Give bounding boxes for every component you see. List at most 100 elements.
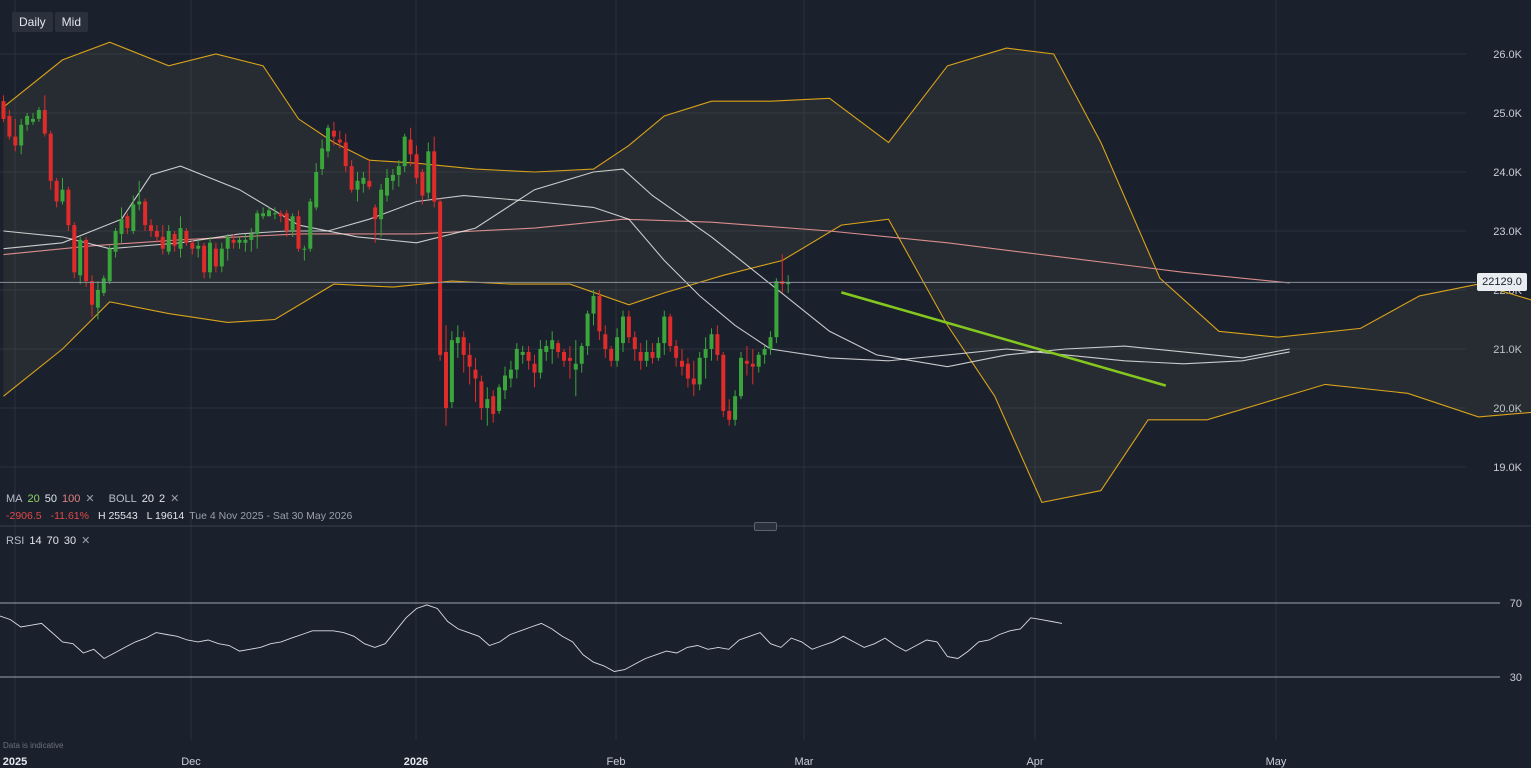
price-type-button[interactable]: Mid — [54, 12, 89, 32]
candle-body — [508, 369, 513, 379]
candle-body — [373, 207, 378, 220]
candle-body — [485, 399, 490, 408]
candle-body — [514, 349, 519, 370]
candle-body — [54, 180, 59, 202]
candle-body — [337, 139, 342, 143]
x-tick-label: Mar — [795, 756, 814, 768]
candle-body — [550, 340, 555, 349]
candle-body — [744, 360, 749, 364]
candle-body — [632, 337, 637, 349]
candle-body — [621, 316, 625, 344]
close-rsi-icon[interactable]: ✕ — [81, 535, 91, 547]
candle-body — [184, 231, 189, 243]
candle-body — [762, 349, 767, 355]
candle-body — [609, 349, 614, 361]
boll-period[interactable]: 20 — [141, 493, 155, 505]
candle-body — [567, 357, 572, 361]
candle-body — [107, 248, 112, 282]
high-value: H 25543 — [97, 510, 138, 522]
candle-body — [284, 213, 289, 231]
close-boll-icon[interactable]: ✕ — [170, 493, 180, 505]
candle-body — [261, 213, 266, 217]
candle-body — [249, 233, 254, 240]
rsi-line — [0, 604, 1063, 672]
candle-body — [491, 396, 496, 414]
candle-body — [7, 115, 12, 137]
rsi-upper[interactable]: 70 — [46, 535, 59, 547]
candle-body — [786, 282, 791, 285]
candle-body — [143, 201, 148, 226]
candle-body — [326, 127, 330, 152]
y-tick-label: 23.0K — [1493, 226, 1522, 238]
candle-body — [680, 360, 684, 367]
candle-body — [396, 166, 401, 175]
candle-body — [703, 349, 708, 358]
data-indicative-note: Data is indicative — [3, 741, 64, 750]
rsi-legend: RSI 14 70 30 ✕ — [6, 534, 95, 547]
candle-body — [202, 245, 207, 273]
candle-body — [72, 225, 77, 273]
candle-body — [709, 334, 714, 349]
candle-body — [644, 351, 649, 361]
candle-body — [603, 334, 608, 349]
candle-body — [420, 172, 425, 196]
candle-body — [379, 189, 384, 220]
candle-body — [721, 354, 726, 411]
candle-body — [432, 151, 437, 202]
y-tick-label: 25.0K — [1493, 108, 1522, 120]
bollinger-band-fill — [3, 42, 1531, 503]
candle-body — [768, 337, 773, 349]
trendline — [840, 291, 1167, 387]
candle-body — [638, 351, 643, 361]
candle-body — [361, 177, 366, 184]
candle-body — [461, 337, 466, 355]
candle-body — [715, 334, 720, 355]
candle-body — [503, 375, 507, 391]
candle-body — [579, 346, 584, 364]
candle-body — [343, 142, 348, 167]
current-price-tag: 22129.0 — [1477, 273, 1527, 291]
candle-body — [13, 136, 18, 146]
candle-body — [685, 363, 690, 379]
candle-body — [225, 236, 230, 249]
rsi-lower[interactable]: 30 — [63, 535, 77, 547]
pane-resize-handle[interactable] — [754, 522, 777, 531]
candle-body — [78, 239, 83, 276]
y-tick-label: 20.0K — [1493, 403, 1522, 415]
candles-group — [1, 95, 791, 426]
ma-50-period[interactable]: 50 — [44, 493, 57, 505]
candle-body — [1, 101, 6, 119]
candle-body — [278, 213, 283, 217]
candle-body — [467, 354, 472, 367]
candle-body — [585, 313, 590, 347]
candle-body — [727, 410, 732, 420]
candle-body — [573, 363, 578, 370]
x-tick-label: Apr — [1026, 756, 1043, 768]
indicator-legend: MA 20 50 100 ✕ BOLL 20 2 ✕ — [6, 492, 184, 505]
x-tick-label: Feb — [607, 756, 626, 768]
candle-body — [113, 231, 118, 252]
candle-body — [42, 110, 47, 134]
candle-body — [290, 216, 295, 231]
candle-body — [691, 378, 696, 385]
candle-body — [455, 337, 460, 344]
ma-20-period[interactable]: 20 — [27, 493, 40, 505]
candle-body — [750, 363, 755, 367]
candle-body — [414, 154, 419, 178]
boll-stddev[interactable]: 2 — [159, 493, 166, 505]
candle-body — [60, 189, 65, 202]
candle-body — [160, 236, 165, 249]
candle-body — [267, 210, 271, 217]
rsi-30-label: 30 — [1510, 672, 1522, 684]
close-ma-icon[interactable]: ✕ — [85, 493, 95, 505]
candle-body — [556, 343, 561, 352]
candle-body — [532, 363, 537, 373]
x-tick-label: 2026 — [404, 756, 428, 768]
ma-100-period[interactable]: 100 — [62, 493, 81, 505]
rsi-period[interactable]: 14 — [29, 535, 42, 547]
ma-label: MA — [6, 493, 23, 505]
candle-body — [650, 351, 655, 358]
timeframe-button[interactable]: Daily — [12, 12, 53, 32]
y-tick-label: 19.0K — [1493, 462, 1522, 474]
